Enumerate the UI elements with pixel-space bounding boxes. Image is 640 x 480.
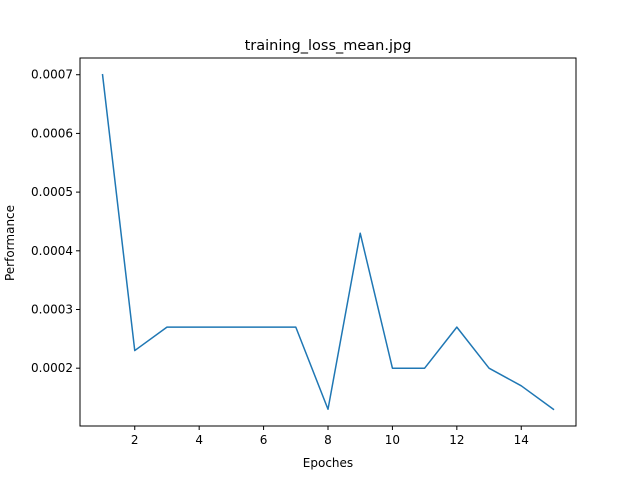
y-axis-label: Performance (3, 205, 17, 281)
series-layer (101, 73, 555, 411)
x-tick-label: 2 (131, 433, 139, 447)
x-tick-label: 12 (449, 433, 464, 447)
y-tick-label: 0.0002 (31, 361, 73, 375)
x-axis-label: Epoches (303, 456, 353, 470)
chart-title: training_loss_mean.jpg (245, 38, 412, 54)
y-tick-label: 0.0006 (31, 126, 73, 140)
y-tick-label: 0.0003 (31, 302, 73, 316)
y-tick-label: 0.0005 (31, 185, 73, 199)
y-tick-label: 0.0007 (31, 68, 73, 82)
y-tick-label: 0.0004 (31, 244, 73, 258)
x-tick-label: 4 (195, 433, 203, 447)
x-tick-label: 10 (385, 433, 400, 447)
x-tick-label: 14 (514, 433, 529, 447)
x-tick-label: 6 (260, 433, 268, 447)
x-tick-label: 8 (324, 433, 332, 447)
series-line (101, 73, 555, 411)
y-axis-ticks: 0.0002 0.0003 0.0004 0.0005 0.0006 0.0007 (31, 68, 80, 375)
x-axis-ticks: 2 4 6 8 10 12 14 (131, 426, 529, 447)
